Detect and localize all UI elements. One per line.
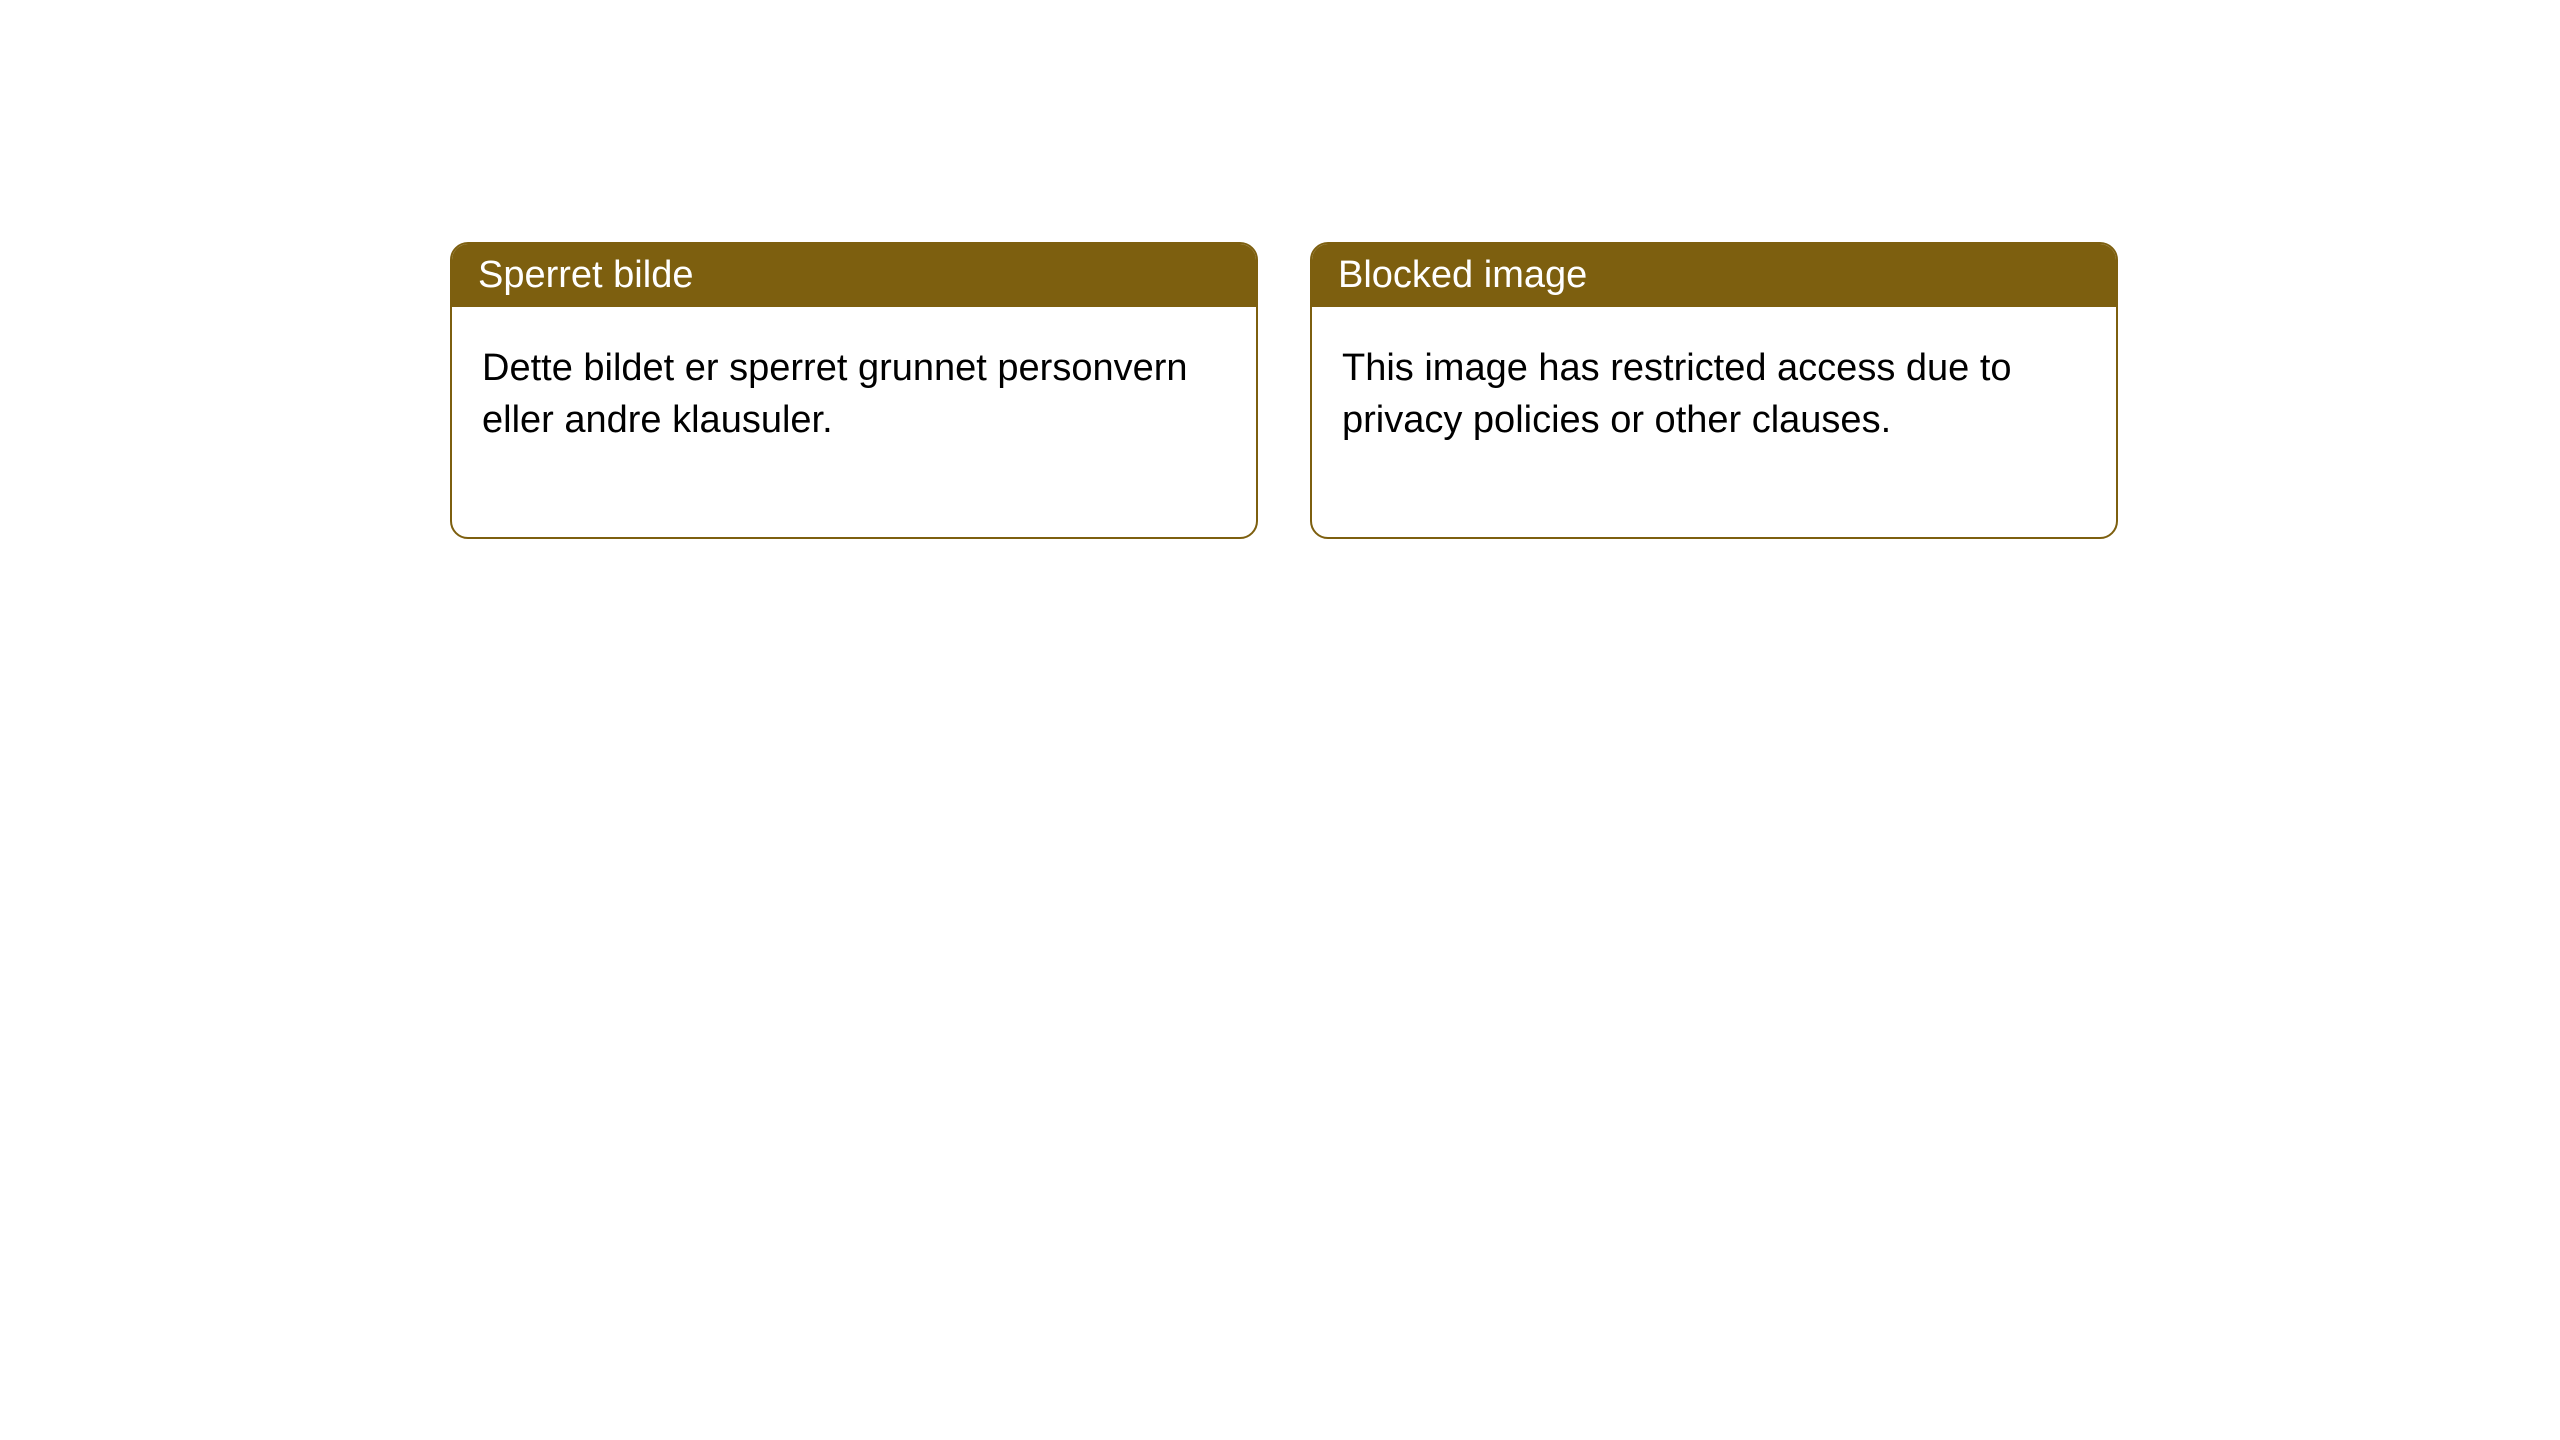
notices-container: Sperret bilde Dette bildet er sperret gr… (450, 242, 2118, 539)
notice-title: Blocked image (1312, 244, 2116, 307)
notice-card-english: Blocked image This image has restricted … (1310, 242, 2118, 539)
notice-card-norwegian: Sperret bilde Dette bildet er sperret gr… (450, 242, 1258, 539)
notice-body: Dette bildet er sperret grunnet personve… (452, 307, 1256, 537)
notice-title: Sperret bilde (452, 244, 1256, 307)
notice-body: This image has restricted access due to … (1312, 307, 2116, 537)
